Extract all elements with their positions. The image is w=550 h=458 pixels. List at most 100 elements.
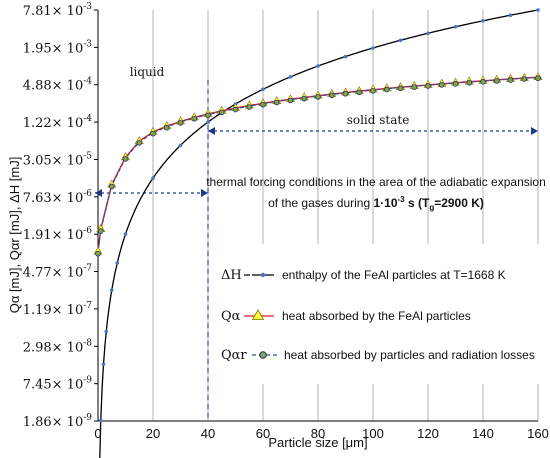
series-enthalpy-marker bbox=[261, 87, 265, 92]
y-tick-label: 7.45× 10-9 bbox=[23, 376, 93, 393]
legend-marker-qar bbox=[259, 351, 267, 359]
y-tick-label: 1.95× 10-3 bbox=[23, 39, 93, 56]
series-enthalpy-marker bbox=[98, 418, 103, 423]
series-enthalpy-marker bbox=[343, 54, 348, 59]
x-tick-label: 160 bbox=[527, 426, 549, 441]
series-qar-marker bbox=[535, 75, 541, 82]
annotation-thermal-pre: of the gases during bbox=[268, 196, 373, 210]
series-enthalpy-marker bbox=[104, 329, 109, 334]
series-enthalpy-marker bbox=[123, 232, 128, 236]
guide-lines bbox=[95, 80, 538, 421]
y-tick-label: 7.81× 10-3 bbox=[23, 2, 93, 19]
y-tick-label: 7.63× 10-6 bbox=[23, 189, 93, 206]
series-qar-marker bbox=[493, 78, 500, 84]
series-enthalpy-marker bbox=[508, 13, 513, 18]
annotation-thermal-bold2: s (T bbox=[405, 196, 430, 210]
y-tick-label: 1.22× 10-4 bbox=[23, 114, 93, 131]
series-enthalpy-marker bbox=[536, 8, 540, 12]
y-tick-label: 1.19× 10-7 bbox=[23, 301, 93, 318]
series-qar-marker bbox=[218, 109, 225, 116]
series bbox=[93, 8, 543, 458]
legend-symbol-qar: Qαr bbox=[221, 348, 247, 363]
series-qar-marker bbox=[397, 85, 404, 92]
series-qar-marker bbox=[287, 97, 294, 104]
axes bbox=[94, 9, 538, 422]
series-qar-marker bbox=[136, 140, 143, 146]
series-qar-marker bbox=[150, 130, 156, 137]
annotation-thermal-line1: thermal forcing conditions in the area o… bbox=[206, 175, 546, 189]
x-tick-label: 40 bbox=[201, 426, 215, 441]
annotation-solid-state: solid state bbox=[347, 113, 410, 127]
x-tick-label: 120 bbox=[417, 426, 439, 441]
legend-marker-qa bbox=[251, 309, 265, 320]
series-qar-marker bbox=[122, 156, 129, 162]
series-enthalpy-marker bbox=[288, 75, 293, 79]
series-qar-marker bbox=[260, 101, 266, 108]
solid-range-arrow-head-right bbox=[531, 127, 538, 135]
series-enthalpy-marker bbox=[206, 120, 210, 124]
y-tick-label: 4.88× 10-4 bbox=[23, 77, 93, 94]
x-tick-label: 60 bbox=[256, 426, 270, 441]
series-enthalpy-marker bbox=[101, 362, 106, 367]
solid-range-arrow-head-left bbox=[208, 127, 215, 135]
series-enthalpy-marker bbox=[178, 143, 183, 148]
legend-symbol-dh: ΔH bbox=[221, 268, 242, 283]
series-qar-marker bbox=[232, 106, 239, 113]
series-qar-marker bbox=[315, 94, 321, 100]
series-enthalpy-marker bbox=[481, 18, 485, 23]
y-tick-label: 1.86× 10-9 bbox=[23, 413, 93, 430]
series-qar-marker bbox=[108, 183, 115, 190]
legend-symbol-qa: Qα bbox=[221, 309, 241, 324]
series-qar-marker bbox=[438, 82, 445, 88]
series-qar-marker bbox=[507, 77, 514, 83]
series-qar-marker bbox=[191, 115, 198, 122]
series-enthalpy-marker bbox=[371, 46, 375, 50]
y-tick-label: 3.05× 10-5 bbox=[23, 151, 93, 168]
series-qar-marker bbox=[177, 120, 184, 126]
y-axis-label: Qα [mJ], Qαr [mJ], ΔH [mJ] bbox=[7, 157, 22, 314]
series-enthalpy-marker bbox=[316, 64, 320, 68]
series-qar-marker bbox=[301, 95, 308, 102]
annotation-thermal-exp: -3 bbox=[398, 195, 406, 204]
series-qar-marker bbox=[273, 99, 280, 106]
series-qar-marker bbox=[411, 84, 418, 90]
x-tick-label: 20 bbox=[146, 426, 160, 441]
series-qar-marker bbox=[246, 104, 253, 110]
series-qar-marker bbox=[95, 250, 101, 257]
y-tick-label: 4.77× 10-7 bbox=[23, 264, 93, 281]
series-enthalpy-marker bbox=[398, 38, 403, 43]
legend-text-qa: heat absorbed by the FeAl particles bbox=[282, 309, 471, 323]
series-enthalpy-marker bbox=[453, 24, 458, 29]
series-qar-marker bbox=[97, 228, 104, 234]
series-qar-marker bbox=[466, 79, 473, 86]
series-qar-marker bbox=[521, 76, 528, 82]
y-tick-labels: 7.81× 10-3 1.95× 10-3 4.88× 10-4 1.22× 10-4… bbox=[23, 2, 93, 430]
x-axis-label: Particle size [μm] bbox=[268, 435, 367, 450]
series-qar-marker bbox=[452, 81, 459, 87]
annotation-thermal-line2: of the gases during 1·10-3 s (Tg=2900 K) bbox=[268, 195, 484, 212]
liquid-range-arrow-head-right bbox=[201, 189, 208, 197]
y-tick-label: 2.98× 10-8 bbox=[23, 338, 93, 355]
series-qar-marker bbox=[480, 79, 486, 85]
x-tick-label: 140 bbox=[472, 426, 494, 441]
series-qar-line bbox=[97, 76, 539, 254]
x-tick-label: 80 bbox=[311, 426, 325, 441]
series-qar-marker bbox=[342, 90, 349, 97]
legend-text-dh: enthalpy of the FeAl particles at T=1668… bbox=[282, 268, 506, 282]
series-qar-marker bbox=[370, 88, 376, 94]
series-enthalpy-line bbox=[99, 9, 539, 458]
legend-marker-dh bbox=[260, 272, 266, 278]
annotation-thermal-bold: 1·10 bbox=[373, 196, 397, 210]
series-qar-marker bbox=[163, 124, 170, 131]
x-tick-label: 0 bbox=[94, 426, 101, 441]
series-qar-marker bbox=[383, 86, 390, 93]
series-enthalpy-marker bbox=[115, 261, 120, 265]
series-enthalpy-marker bbox=[426, 31, 430, 36]
annotation-thermal-bold3: =2900 K) bbox=[434, 196, 484, 210]
legend: ΔH enthalpy of the FeAl particles at T=1… bbox=[214, 244, 544, 384]
series-qar-marker bbox=[328, 92, 335, 99]
series-enthalpy-marker bbox=[151, 176, 155, 180]
series-qar-marker bbox=[356, 89, 363, 96]
x-tick-label: 100 bbox=[362, 426, 384, 441]
